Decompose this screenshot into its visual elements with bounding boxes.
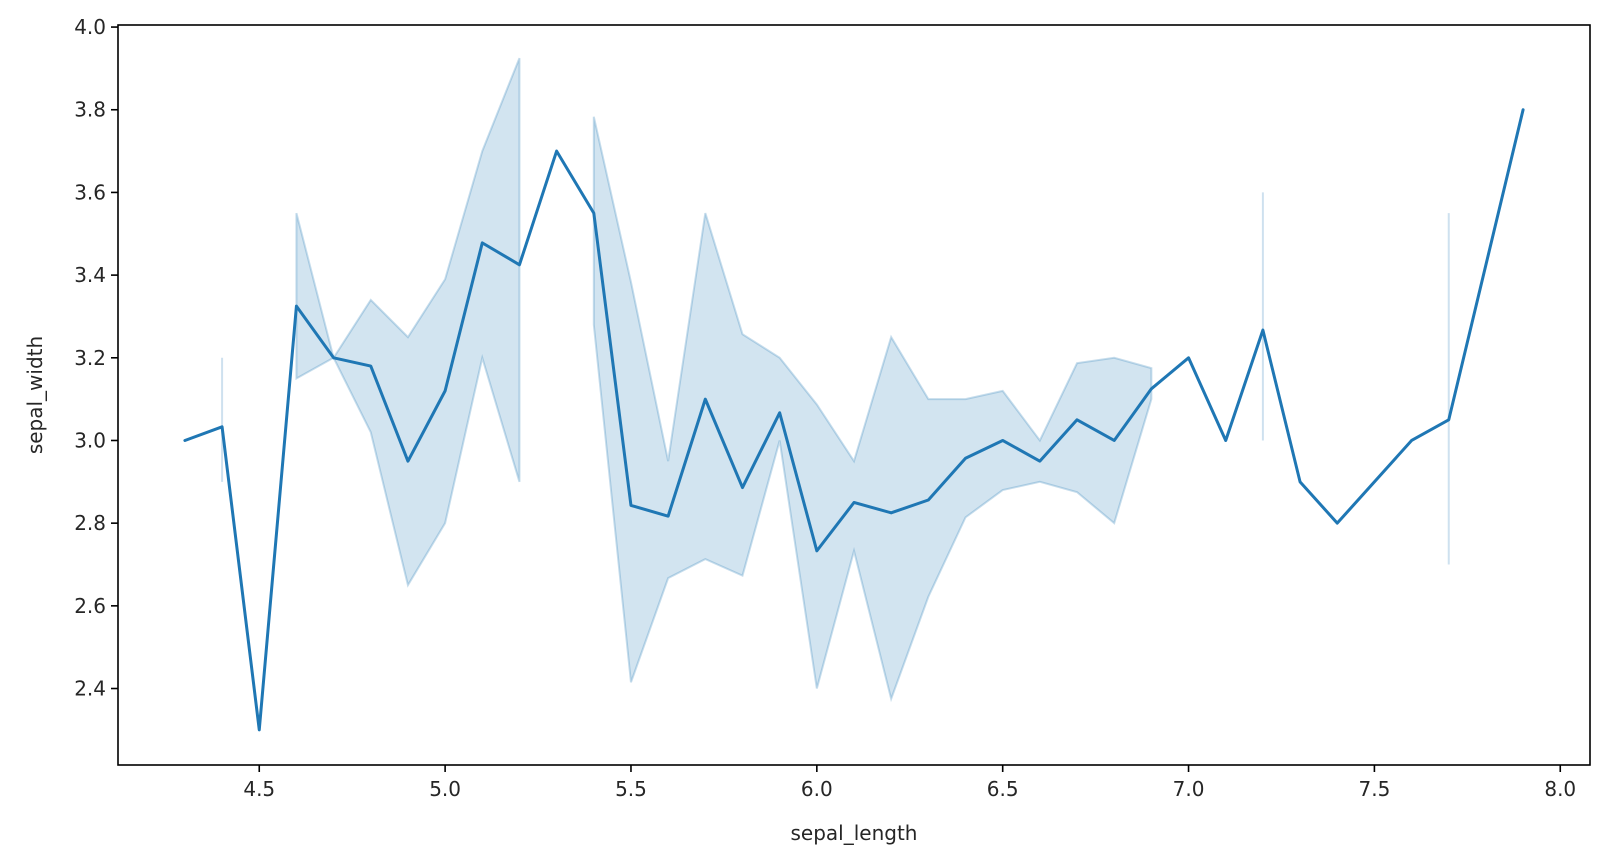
y-tick-label: 3.4 [74,263,106,287]
y-tick-label: 2.8 [74,511,106,535]
y-tick-label: 3.8 [74,98,106,122]
x-tick-label: 7.0 [1173,777,1205,801]
x-tick-label: 6.0 [801,777,833,801]
x-tick-label: 5.0 [429,777,461,801]
y-tick-label: 3.2 [74,346,106,370]
x-tick-label: 4.5 [243,777,275,801]
x-axis: 4.5 5.0 5.5 6.0 6.5 7.0 7.5 8.0 [243,765,1576,801]
x-tick-label: 7.5 [1358,777,1390,801]
plot-frame [117,24,1591,766]
x-tick-label: 6.5 [987,777,1019,801]
y-tick-label: 3.0 [74,428,106,452]
y-tick-label: 2.6 [74,594,106,618]
x-tick-label: 5.5 [615,777,647,801]
y-axis-label: sepal_width [23,336,47,454]
y-tick-label: 3.6 [74,180,106,204]
y-tick-label: 2.4 [74,677,106,701]
confidence-band-segment [295,57,521,588]
y-axis: 2.4 2.6 2.8 3.0 3.2 3.4 3.6 3.8 4.0 [74,15,118,701]
y-tick-label: 4.0 [74,15,106,39]
series-line-layer [183,108,1525,732]
series-line [183,108,1525,732]
x-tick-label: 8.0 [1544,777,1576,801]
confidence-band [221,57,1450,703]
confidence-band-segment [592,116,1153,703]
x-axis-label: sepal_length [791,821,918,845]
